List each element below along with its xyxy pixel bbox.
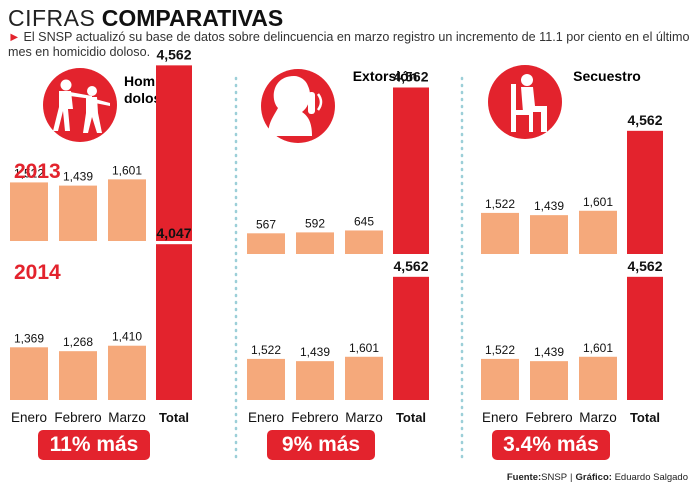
data-label-homicidio-doloso-2013-febrero: 1,439 (63, 170, 93, 184)
gunmen-icon-body-2 (83, 97, 102, 133)
gunmen-icon-arm-2 (95, 99, 110, 106)
bar-extorsion-2013-total (393, 87, 429, 254)
data-label-homicidio-doloso-2014-marzo: 1,410 (112, 330, 142, 344)
category-label-extorsion-febrero: Febrero (291, 410, 338, 425)
data-label-extorsion-2014-febrero: 1,439 (300, 345, 330, 359)
subtitle: ► El SNSP actualizó su base de datos sobr… (8, 30, 698, 60)
data-label-homicidio-doloso-2013-total: 4,562 (156, 46, 191, 62)
category-label-extorsion-enero: Enero (248, 410, 284, 425)
graphic-label: Gráfico: (575, 472, 612, 483)
subtitle-text: El SNSP actualizó su base de datos sobre… (8, 30, 690, 59)
data-label-homicidio-doloso-2014-total: 4,047 (156, 225, 191, 241)
hostage-chair-icon-chair-seat (511, 110, 533, 115)
data-label-secuestro-2013-febrero: 1,439 (534, 199, 564, 213)
change-badge-homicidio: 11% más (38, 430, 150, 460)
bar-extorsion-2013-febrero (296, 232, 334, 254)
gunmen-icon-head-2 (87, 86, 97, 96)
category-label-secuestro-total: Total (630, 410, 660, 425)
bar-secuestro-2013-total (627, 130, 663, 254)
phone-caller-icon-waves (316, 93, 323, 111)
year-label-2013: 2013 (14, 160, 61, 183)
bar-homicidio-doloso-2013-marzo (108, 179, 146, 241)
gunmen-icon-head-1 (60, 79, 72, 91)
source-label: Fuente: (506, 472, 542, 483)
bar-extorsion-2014-marzo (345, 356, 383, 400)
bar-homicidio-doloso-2013-total (156, 65, 192, 241)
footer-separator: | (570, 472, 573, 483)
data-label-secuestro-2014-marzo: 1,601 (583, 341, 613, 355)
bar-secuestro-2014-total (627, 276, 663, 400)
category-label-homicidio-doloso-febrero: Febrero (54, 410, 101, 425)
data-label-homicidio-doloso-2013-enero: 1,522 (14, 166, 44, 180)
chart-title-extorsion: Extorsión (353, 68, 418, 84)
data-label-extorsion-2013-marzo: 645 (354, 214, 374, 228)
category-label-secuestro-marzo: Marzo (579, 410, 617, 425)
phone-caller-icon-silhouette (268, 76, 312, 136)
bar-secuestro-2014-marzo (579, 356, 617, 400)
title-light: CIFRAS (8, 5, 96, 31)
page-title: CIFRAS COMPARATIVAS (8, 4, 283, 32)
data-label-secuestro-2014-enero: 1,522 (485, 343, 515, 357)
bar-homicidio-doloso-2013-febrero (59, 185, 97, 241)
category-label-secuestro-febrero: Febrero (525, 410, 572, 425)
footer-credits: Fuente:SNSP | Gráfico: Eduardo Salgado (507, 472, 688, 483)
bar-extorsion-2014-febrero (296, 361, 334, 400)
category-label-extorsion-total: Total (396, 410, 426, 425)
change-badge-secuestro: 3.4% más (492, 430, 610, 460)
bar-secuestro-2014-febrero (530, 361, 568, 400)
category-label-homicidio-doloso-marzo: Marzo (108, 410, 146, 425)
title-bold: COMPARATIVAS (101, 5, 284, 31)
category-label-extorsion-marzo: Marzo (345, 410, 383, 425)
bar-secuestro-2013-enero (481, 212, 519, 254)
bar-homicidio-doloso-2014-marzo (108, 345, 146, 400)
data-label-homicidio-doloso-2014-febrero: 1,268 (63, 335, 93, 349)
data-label-secuestro-2013-total: 4,562 (627, 112, 662, 128)
bar-homicidio-doloso-2014-febrero (59, 351, 97, 400)
bar-homicidio-doloso-2013-enero (10, 182, 48, 241)
phone-caller-icon-handset (308, 92, 315, 114)
hostage-chair-icon-body (521, 87, 547, 132)
hostage-chair-icon-chair-leg (529, 112, 533, 132)
bar-extorsion-2013-marzo (345, 230, 383, 254)
hostage-chair-icon-head (521, 74, 533, 86)
bar-extorsion-2014-total (393, 276, 429, 400)
bar-extorsion-2014-enero (247, 358, 285, 400)
data-label-secuestro-2013-marzo: 1,601 (583, 195, 613, 209)
data-label-secuestro-2013-enero: 1,522 (485, 197, 515, 211)
data-label-homicidio-doloso-2014-enero: 1,369 (14, 331, 44, 345)
category-label-homicidio-doloso-enero: Enero (11, 410, 47, 425)
year-label-2014: 2014 (14, 261, 61, 284)
chart-title-secuestro: Secuestro (573, 68, 641, 84)
bar-secuestro-2013-marzo (579, 210, 617, 254)
graphic-value: Eduardo Salgado (614, 472, 688, 483)
data-label-homicidio-doloso-2013-marzo: 1,601 (112, 163, 142, 177)
category-label-secuestro-enero: Enero (482, 410, 518, 425)
bar-secuestro-2013-febrero (530, 215, 568, 254)
hostage-chair-icon-chair-back (511, 84, 516, 132)
bar-secuestro-2014-enero (481, 358, 519, 400)
data-label-extorsion-2014-marzo: 1,601 (349, 341, 379, 355)
data-label-secuestro-2014-febrero: 1,439 (534, 345, 564, 359)
data-label-secuestro-2014-total: 4,562 (627, 258, 662, 274)
data-label-extorsion-2014-enero: 1,522 (251, 343, 281, 357)
bar-extorsion-2013-enero (247, 233, 285, 254)
data-label-extorsion-2013-total: 4,562 (393, 68, 428, 84)
data-label-extorsion-2013-febrero: 592 (305, 216, 325, 230)
gunmen-icon-body-1 (53, 91, 73, 131)
data-label-extorsion-2013-enero: 567 (256, 217, 276, 231)
data-label-extorsion-2014-total: 4,562 (393, 258, 428, 274)
change-badge-extorsion: 9% más (267, 430, 375, 460)
bar-homicidio-doloso-2014-total (156, 244, 192, 400)
triangle-marker-icon: ► (8, 30, 21, 44)
bar-homicidio-doloso-2014-enero (10, 347, 48, 400)
source-value: SNSP (541, 472, 568, 483)
category-label-homicidio-doloso-total: Total (159, 410, 189, 425)
